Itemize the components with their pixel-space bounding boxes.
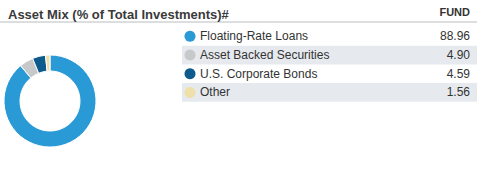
svg-text:Other: Other	[200, 85, 230, 99]
svg-text:Floating-Rate Loans: Floating-Rate Loans	[200, 29, 308, 43]
svg-text:88.96: 88.96	[440, 29, 470, 43]
svg-text:U.S. Corporate Bonds: U.S. Corporate Bonds	[200, 67, 317, 81]
svg-text:Asset Mix (% of Total Investme: Asset Mix (% of Total Investments)#	[8, 7, 230, 22]
svg-text:FUND: FUND	[439, 6, 470, 18]
svg-text:Asset Backed Securities: Asset Backed Securities	[200, 48, 329, 62]
svg-text:4.90: 4.90	[447, 48, 471, 62]
svg-text:1.56: 1.56	[447, 85, 471, 99]
svg-text:4.59: 4.59	[447, 67, 471, 81]
